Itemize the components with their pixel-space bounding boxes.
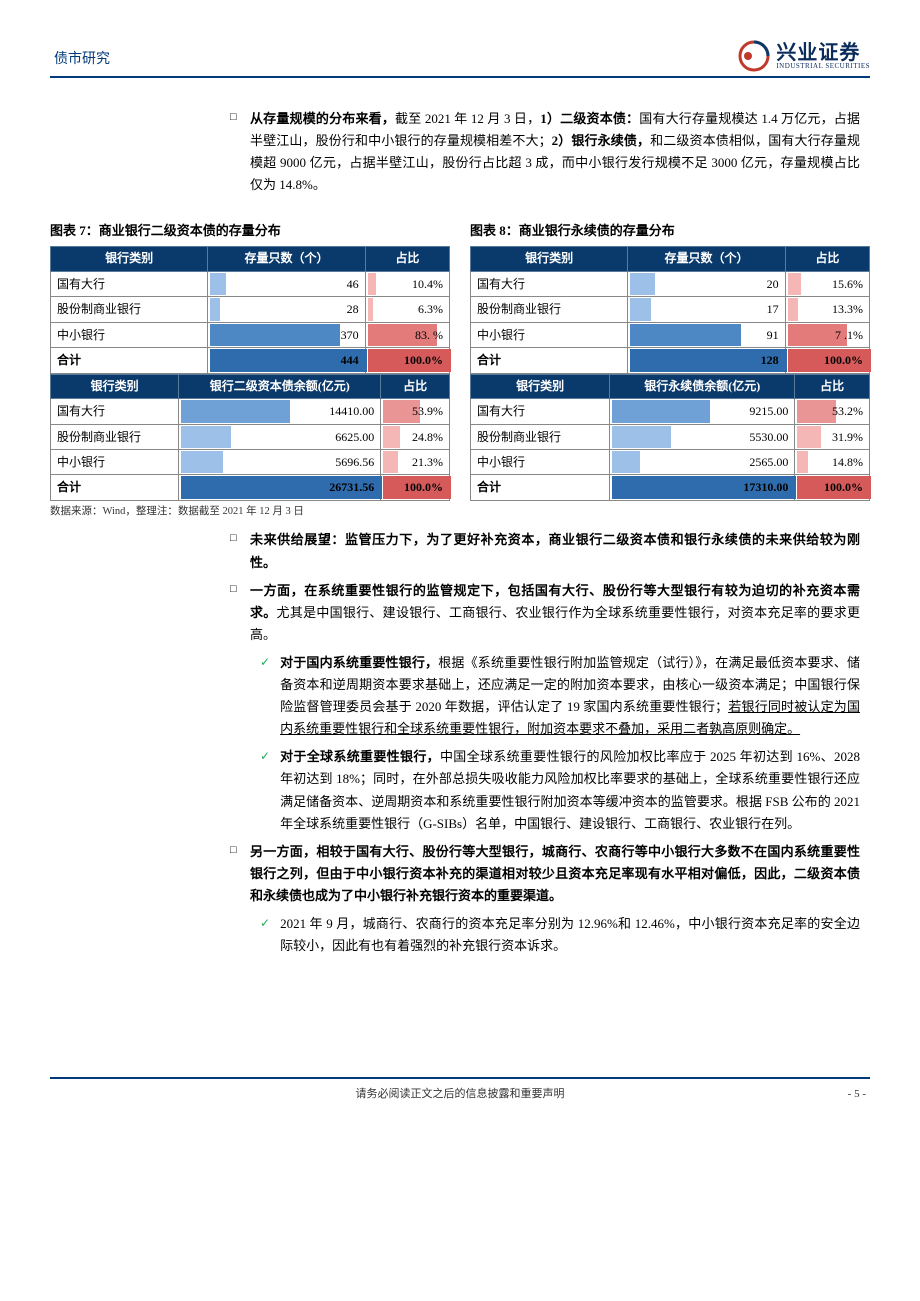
page-header: 债市研究 兴业证券 INDUSTRIAL SECURITIES <box>50 40 870 78</box>
c1-bold: 对于国内系统重要性银行， <box>280 655 438 670</box>
table-row: 合计128100.0% <box>471 348 870 373</box>
table-row: 国有大行4610.4% <box>51 272 450 297</box>
section-label: 债市研究 <box>50 48 110 72</box>
logo-text-en: INDUSTRIAL SECURITIES <box>776 63 870 70</box>
table8a: 银行类别存量只数（个）占比国有大行2015.6%股份制商业银行1713.3%中小… <box>470 246 870 373</box>
brand-logo: 兴业证券 INDUSTRIAL SECURITIES <box>738 40 870 72</box>
p4: 另一方面，相较于国有大行、股份行等大型银行，城商行、农商行等中小银行大多数不在国… <box>250 841 860 907</box>
table8-caption: 图表 8：商业银行永续债的存量分布 <box>470 220 870 242</box>
table-row: 中小银行37083. % <box>51 322 450 347</box>
p3-rest: 尤其是中国银行、建设银行、工商银行、农业银行作为全球系统重要性银行，对资本充足率… <box>250 605 860 642</box>
table-row: 合计444100.0% <box>51 348 450 373</box>
table7a: 银行类别存量只数（个）占比国有大行4610.4%股份制商业银行286.3%中小银… <box>50 246 450 373</box>
table-header: 银行二级资本债余额(亿元) <box>179 374 381 399</box>
table-row: 国有大行14410.0053.9% <box>51 399 450 424</box>
table-header: 银行类别 <box>51 374 179 399</box>
table-row: 国有大行9215.0053.2% <box>471 399 870 424</box>
bullet-aspect1: □ 一方面，在系统重要性银行的监管规定下，包括国有大行、股份行等大型银行有较为迫… <box>230 580 860 646</box>
bullet-distribution: □ 从存量规模的分布来看，截至 2021 年 12 月 3 日，1）二级资本债：… <box>230 108 860 196</box>
logo-text-cn: 兴业证券 <box>776 43 870 63</box>
tables-container: 图表 7：商业银行二级资本债的存量分布 银行类别存量只数（个）占比国有大行461… <box>50 202 870 500</box>
footer-disclaimer: 请务必阅读正文之后的信息披露和重要声明 <box>356 1085 565 1104</box>
source-note: 数据来源：Wind，整理注：数据截至 2021 年 12 月 3 日 <box>50 505 310 520</box>
p2: 未来供给展望：监管压力下，为了更好补充资本，商业银行二级资本债和银行永续债的未来… <box>250 529 860 573</box>
check-small-banks: ✓ 2021 年 9 月，城商行、农商行的资本充足率分别为 12.96%和 12… <box>260 913 860 957</box>
check-global-sib: ✓ 对于全球系统重要性银行，中国全球系统重要性银行的风险加权比率应于 2025 … <box>260 746 860 834</box>
square-bullet-icon: □ <box>230 580 240 646</box>
check-icon: ✓ <box>260 746 270 834</box>
table-header: 存量只数（个） <box>208 247 365 272</box>
p1-b1: 1）二级资本债： <box>540 111 639 126</box>
page-number: - 5 - <box>848 1085 866 1104</box>
table-row: 中小银行5696.5621.3% <box>51 450 450 475</box>
table-row: 股份制商业银行6625.0024.8% <box>51 424 450 449</box>
p1-lead: 从存量规模的分布来看， <box>250 111 395 126</box>
table-header: 银行永续债余额(亿元) <box>610 374 795 399</box>
table-row: 中小银行917 .1% <box>471 322 870 347</box>
table-header: 占比 <box>785 247 869 272</box>
table7-caption: 图表 7：商业银行二级资本债的存量分布 <box>50 220 450 242</box>
check-icon: ✓ <box>260 652 270 740</box>
logo-icon <box>738 40 770 72</box>
table7b: 银行类别银行二级资本债余额(亿元)占比国有大行14410.0053.9%股份制商… <box>50 374 450 501</box>
table-row: 股份制商业银行5530.0031.9% <box>471 424 870 449</box>
table-row: 合计17310.00100.0% <box>471 475 870 500</box>
table-header: 银行类别 <box>471 247 628 272</box>
c3: 2021 年 9 月，城商行、农商行的资本充足率分别为 12.96%和 12.4… <box>280 913 860 957</box>
table-row: 股份制商业银行1713.3% <box>471 297 870 322</box>
check-domestic-sib: ✓ 对于国内系统重要性银行，根据《系统重要性银行附加监管规定（试行）》，在满足最… <box>260 652 860 740</box>
table-header: 占比 <box>365 247 449 272</box>
table8b: 银行类别银行永续债余额(亿元)占比国有大行9215.0053.2%股份制商业银行… <box>470 374 870 501</box>
table-header: 占比 <box>795 374 870 399</box>
page-footer: 请务必阅读正文之后的信息披露和重要声明 - 5 - <box>50 1077 870 1104</box>
table-row: 合计26731.56100.0% <box>51 475 450 500</box>
table-header: 银行类别 <box>51 247 208 272</box>
square-bullet-icon: □ <box>230 841 240 907</box>
square-bullet-icon: □ <box>230 529 240 573</box>
table-header: 占比 <box>381 374 450 399</box>
bullet-outlook: □ 未来供给展望：监管压力下，为了更好补充资本，商业银行二级资本债和银行永续债的… <box>230 529 860 573</box>
c2-bold: 对于全球系统重要性银行， <box>280 749 440 764</box>
p1-b2: 2）银行永续债， <box>552 133 650 148</box>
table-row: 国有大行2015.6% <box>471 272 870 297</box>
p1-rest1: 截至 2021 年 12 月 3 日， <box>395 111 540 126</box>
table-row: 中小银行2565.0014.8% <box>471 450 870 475</box>
table-header: 银行类别 <box>471 374 610 399</box>
table-row: 股份制商业银行286.3% <box>51 297 450 322</box>
bullet-aspect2: □ 另一方面，相较于国有大行、股份行等大型银行，城商行、农商行等中小银行大多数不… <box>230 841 860 907</box>
check-icon: ✓ <box>260 913 270 957</box>
table-header: 存量只数（个） <box>628 247 785 272</box>
square-bullet-icon: □ <box>230 108 240 196</box>
